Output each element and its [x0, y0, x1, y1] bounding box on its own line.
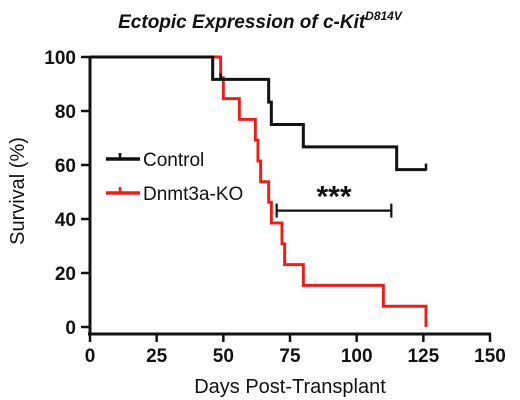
significance-annotation: ***	[275, 181, 393, 218]
chart-title-main: Ectopic Expression of c-Kit	[118, 12, 366, 33]
significance-stars: ***	[316, 181, 351, 214]
y-tick-label: 0	[65, 318, 76, 339]
legend-item-control: Control	[106, 150, 204, 171]
x-tick-label: 50	[213, 346, 234, 367]
x-tick-label: 0	[85, 346, 96, 367]
survival-curve-line	[90, 55, 426, 172]
y-tick-label: 80	[55, 102, 76, 123]
legend-label: Dnmt3a-KO	[143, 184, 243, 205]
y-tick-label: 100	[44, 48, 76, 69]
y-tick-label: 60	[55, 156, 76, 177]
y-tick-label: 20	[55, 264, 76, 285]
x-tick-label: 25	[146, 346, 168, 367]
legend: Control Dnmt3a-KO	[106, 150, 243, 205]
x-tick-label: 75	[279, 346, 301, 367]
x-tick-label: 100	[341, 346, 373, 367]
legend-item-dnmt3a-ko: Dnmt3a-KO	[106, 184, 243, 205]
y-axis-title: Survival (%)	[7, 137, 29, 245]
y-tick-label: 40	[55, 210, 76, 231]
axes: 0 25 50 75 100 125 150 0 20 40 60 80 100	[44, 48, 506, 367]
survival-curve-line	[90, 55, 428, 327]
chart-title-superscript: D814V	[365, 9, 403, 23]
chart-title: Ectopic Expression of c-KitD814V	[118, 9, 403, 33]
x-tick-label: 150	[474, 346, 506, 367]
survival-curves	[90, 55, 428, 327]
legend-label: Control	[143, 150, 204, 171]
x-axis-title: Days Post-Transplant	[194, 376, 386, 398]
series-control	[90, 55, 428, 172]
series-dnmt3a-ko	[90, 55, 428, 327]
x-tick-label: 125	[407, 346, 439, 367]
